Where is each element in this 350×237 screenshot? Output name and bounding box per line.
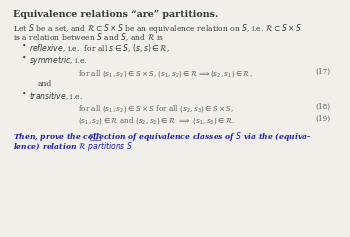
- Text: is a relation between $S$ and $S$, and $\mathcal{R}$ is: is a relation between $S$ and $S$, and $…: [13, 31, 164, 43]
- Text: $\mathit{transitive}$, i.e.: $\mathit{transitive}$, i.e.: [29, 90, 83, 102]
- Text: •: •: [22, 42, 27, 50]
- Text: $(s_1,s_2) \in \mathcal{R}$ and $(s_2,s_3) \in \mathcal{R}\ \Longrightarrow\ (s_: $(s_1,s_2) \in \mathcal{R}$ and $(s_2,s_…: [78, 115, 235, 126]
- Text: lence) relation $\mathcal{R}$ $\mathit{partitions}$ $S$: lence) relation $\mathcal{R}$ $\mathit{p…: [13, 140, 133, 153]
- Text: Equivalence relations “are” partitions.: Equivalence relations “are” partitions.: [13, 10, 218, 19]
- Text: •: •: [22, 54, 27, 62]
- Text: (18): (18): [315, 103, 330, 111]
- Text: (19): (19): [315, 115, 330, 123]
- Bar: [90, 134, 100, 140]
- Text: (17): (17): [315, 68, 330, 76]
- Text: Let $S$ be a set, and $\mathcal{R} \subset S \times S$ be an equivalence relatio: Let $S$ be a set, and $\mathcal{R} \subs…: [13, 22, 302, 35]
- Text: and: and: [38, 80, 52, 88]
- Text: $\mathit{reflexive}$, i.e.  for all $s \in S$, $(s,s) \in \mathcal{R}$,: $\mathit{reflexive}$, i.e. for all $s \i…: [29, 42, 170, 54]
- Text: •: •: [22, 90, 27, 98]
- Text: Then, prove the collection of equivalence classes of $S$ via the (equiva-: Then, prove the collection of equivalenc…: [13, 130, 312, 143]
- Text: $^{14}$: $^{14}$: [92, 137, 98, 142]
- Text: for all $(s_1,s_2) \in S \times S$, $(s_1,s_2) \in \mathcal{R} \Longrightarrow (: for all $(s_1,s_2) \in S \times S$, $(s_…: [78, 68, 253, 79]
- Text: for all $(s_1,s_2) \in S \times S$ for all $(s_2,s_3) \in S \times S$,: for all $(s_1,s_2) \in S \times S$ for a…: [78, 103, 234, 114]
- Text: $\mathit{symmetric}$, i.e.: $\mathit{symmetric}$, i.e.: [29, 54, 88, 67]
